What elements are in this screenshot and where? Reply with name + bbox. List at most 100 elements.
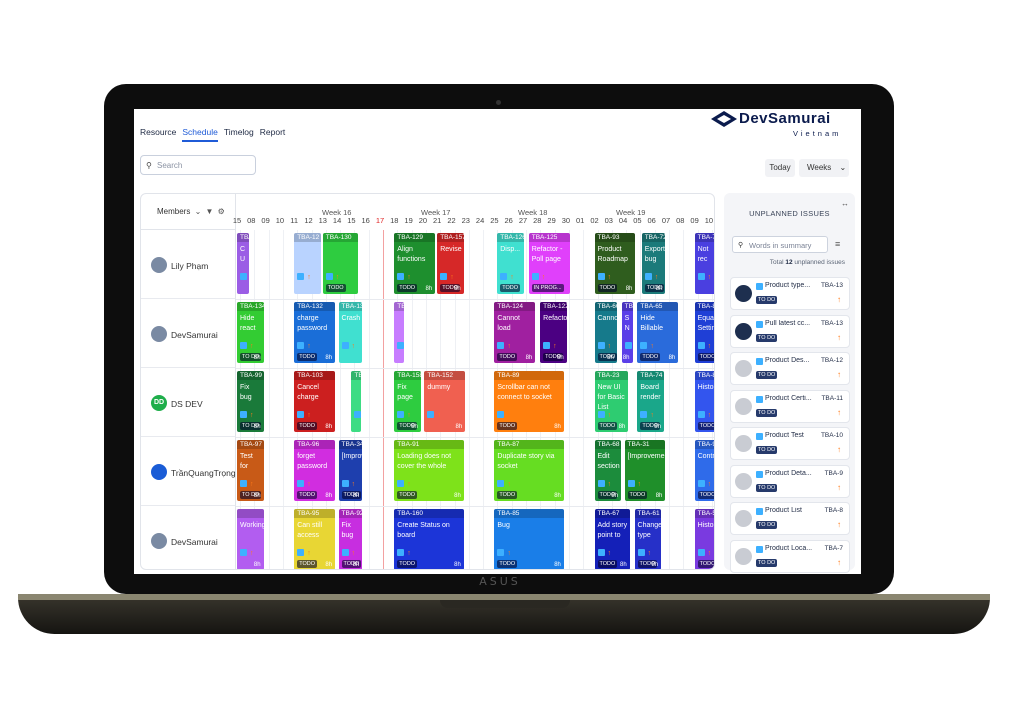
member-row[interactable]: DevSamurai xyxy=(141,506,236,569)
expand-icon[interactable]: ↔ xyxy=(841,199,849,208)
issue-card[interactable]: TBA-97 Test for ↑ TO DO 8h xyxy=(237,440,264,501)
card-key: TBA-84 xyxy=(694,302,714,311)
checkbox-icon xyxy=(297,480,305,487)
unplanned-issue[interactable]: Product List TBA-8 TO DO ↑ xyxy=(730,502,850,535)
issue-card[interactable]: TBA-84 Equal Setting ↑ TODO xyxy=(694,302,714,363)
issue-card[interactable]: TBA-92 Fix bug ↑ TODO 8h xyxy=(338,509,363,569)
day-label: 22 xyxy=(447,216,456,225)
priority-arrow-icon: ↑ xyxy=(307,550,311,557)
issue-card[interactable]: TBA-134 Hide react ↑ TO DO 8h xyxy=(237,302,264,363)
unplanned-issue[interactable]: Pull latest cc... TBA-13 TO DO ↑ xyxy=(730,314,850,348)
member-row[interactable]: DevSamurai xyxy=(141,299,236,368)
issue-card[interactable]: TBA-7 Not rec ↑ xyxy=(694,233,714,294)
priority-arrow-icon: ↑ xyxy=(351,343,356,350)
issue-card[interactable]: TBA-55 History ↑ TODO xyxy=(694,509,714,569)
card-status: TODO xyxy=(597,560,618,568)
issue-card[interactable]: TBA-65 Hide Billable ↑ TODO 8h xyxy=(637,302,679,363)
priority-arrow-icon: ↑ xyxy=(707,343,712,350)
issue-card[interactable]: TBA-129 Align functions ↑ TODO 8h xyxy=(394,233,436,294)
tab-schedule[interactable]: Schedule xyxy=(182,127,218,142)
issue-card[interactable]: TBA-1↑ xyxy=(394,302,404,363)
issue-card[interactable]: TBA-67 Add story point to ↑ TODO 8h xyxy=(594,509,630,569)
unplanned-issue[interactable]: Product Certi... TBA-11 TO DO ↑ xyxy=(730,389,850,423)
issue-card[interactable]: TBA-103 Cancel charge ↑ TODO 8h xyxy=(294,371,336,432)
issue-card[interactable]: TBA-132 charge password ↑ TODO 8h xyxy=(294,302,336,363)
avatar xyxy=(735,510,752,527)
issue-card[interactable]: TBA-61 Change type ↑ TODO 8h xyxy=(634,509,662,569)
issue-card[interactable]: TBA-91 Loading does not cover the whole ↑ T… xyxy=(394,440,464,501)
issue-card[interactable]: TBA-96 forget password ↑ TODO 8h xyxy=(294,440,336,501)
issue-card[interactable]: TBAS N↑8h xyxy=(621,302,633,363)
tab-resource[interactable]: Resource xyxy=(140,127,177,137)
issue-card[interactable]: TBA-12 ↑ xyxy=(294,233,321,294)
issue-card[interactable]: Working ↑ 8h xyxy=(237,509,264,569)
day-gridline xyxy=(468,230,470,569)
gear-icon[interactable]: ⚙ xyxy=(217,207,225,216)
member-row[interactable]: Lily Phạm xyxy=(141,230,236,299)
issue-card[interactable]: TBA-85 Bug ↑ TODO 8h xyxy=(494,509,564,569)
unplanned-issue[interactable]: Product Deta... TBA-9 TO DO ↑ xyxy=(730,464,850,498)
card-hours: 8h xyxy=(668,355,676,361)
member-row[interactable]: TrầnQuangTrọng xyxy=(141,437,236,506)
card-key: TBA-34 xyxy=(338,440,363,449)
issue-card[interactable]: TBA-87 Duplicate story via socket ↑ TODO 8h xyxy=(494,440,564,501)
laptop-hinge-notch xyxy=(440,600,570,608)
unplanned-issue[interactable]: Product Loca... TBA-7 TO DO ↑ xyxy=(730,539,850,573)
issue-card[interactable]: TBA-86 History ↑ TODO xyxy=(694,371,714,432)
filter-icon[interactable]: ≡ xyxy=(835,239,841,249)
card-key: TBA-61 xyxy=(634,509,662,518)
issue-card[interactable]: TBA-93 Product Roadmap ↑ TODO 8h xyxy=(594,233,636,294)
tab-timelog[interactable]: Timelog xyxy=(223,127,254,137)
issue-card[interactable]: TBA-95 Can still access ↑ TODO 8h xyxy=(294,509,336,569)
members-label: Members xyxy=(157,207,191,216)
issue-card[interactable]: TBA-1C U↑ xyxy=(237,233,250,294)
filter-icon[interactable]: ▼ xyxy=(205,207,214,216)
card-title: Fix bug xyxy=(240,384,252,401)
unplanned-issue[interactable]: Product Test TBA-10 TO DO ↑ xyxy=(730,427,850,460)
issue-card[interactable]: TBA-99 Fix bug ↑ TO DO 8h xyxy=(237,371,264,432)
priority-arrow-icon: ↑ xyxy=(654,274,659,281)
issue-card[interactable]: TBA-126 Disp... ↑ TODO xyxy=(497,233,524,294)
issue-card[interactable]: TBA-158 Fix page ↑ TODO 8h xyxy=(394,371,421,432)
today-button[interactable]: Today xyxy=(765,159,795,177)
issue-card[interactable]: TBA-160 Create Status on board ↑ TODO 8h xyxy=(394,509,464,569)
issue-card[interactable]: TBA-23 New UI for Basic List ↑ TODO 8h xyxy=(594,371,629,432)
card-key: TBA-122 xyxy=(540,302,567,311)
checkbox-icon xyxy=(637,549,645,556)
unplanned-issue[interactable]: Product Des... TBA-12 TO DO ↑ xyxy=(730,352,850,385)
issue-summary: Product type... xyxy=(765,282,811,289)
card-title: History xyxy=(697,384,714,391)
summary-search-input[interactable]: ⚲ Words in summary xyxy=(732,236,828,253)
issue-card[interactable]: TBA-74 Board render ↑ TODO 8h xyxy=(637,371,664,432)
issue-card[interactable]: TBA-130 ↑ TODO xyxy=(322,233,358,294)
issue-card[interactable]: TBA-72 Export bug ↑ TODO 8h xyxy=(641,233,666,294)
search-input[interactable]: ⚲ Search xyxy=(140,155,256,175)
issue-card[interactable]: TBA-89 Scrollbar can not connect to socke… xyxy=(494,371,564,432)
issue-card[interactable]: TBA-124 Cannot load ↑ TODO 8h xyxy=(494,302,536,363)
issue-card[interactable]: TBA-152 dummy ↑ 8h xyxy=(424,371,466,432)
issue-card[interactable]: TBA-157 Revise ↑ TODO 8h xyxy=(437,233,464,294)
card-key xyxy=(237,509,264,518)
checkbox-icon xyxy=(640,342,648,349)
issue-summary: Product Deta... xyxy=(765,469,812,477)
unplanned-issue[interactable]: Product type... TBA-13 TO DO ↑ xyxy=(730,277,850,310)
issue-card[interactable]: TBA↑ xyxy=(351,371,361,432)
weeks-dropdown[interactable]: Weeks ⌄ xyxy=(799,159,849,177)
card-key: TBA-7 xyxy=(694,233,714,242)
priority-arrow-icon: ↑ xyxy=(707,481,712,488)
unplanned-panel: ↔ UNPLANNED ISSUES ⚲ Words in summary ≡ … xyxy=(724,193,855,573)
chevron-down-icon[interactable]: ⌄ xyxy=(194,207,202,216)
issue-card[interactable]: TBA-68 Edit section ↑ TODO 8h xyxy=(594,440,622,501)
issue-key: TBA-12 xyxy=(820,357,843,364)
issue-card[interactable]: TBA-125 Refactor - Poll page ↑ IN PROG... xyxy=(528,233,570,294)
issue-card[interactable]: TBA-97 Control ↑ TODO xyxy=(694,440,714,501)
issue-card[interactable]: TBA-31 [Improvement] ↑ TODO 8h xyxy=(624,440,666,501)
member-row[interactable]: DD DS DEV xyxy=(141,368,236,437)
tab-report[interactable]: Report xyxy=(259,127,286,137)
day-gridline xyxy=(683,230,685,569)
issue-card[interactable]: TBA-131 Crash ↑ xyxy=(338,302,363,363)
issue-key: TBA-8 xyxy=(824,507,843,514)
